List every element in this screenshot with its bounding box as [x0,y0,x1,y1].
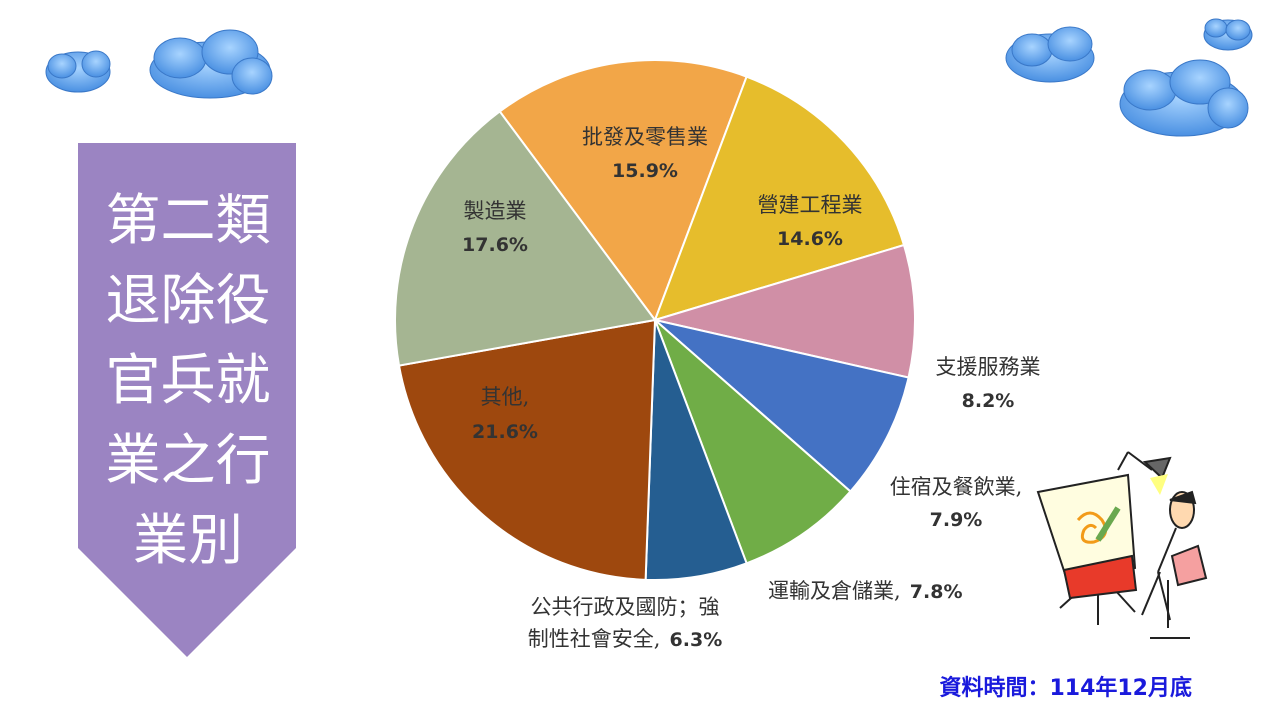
pie-slice [498,59,748,323]
slice-label-value: 6.3% [670,629,723,651]
slice-label: 運輸及倉儲業, 7.8% [768,579,962,603]
pie-slice [653,75,906,322]
slice-label: 制性社會安全, 6.3% [528,627,722,651]
title-line: 業之行 [105,428,271,492]
pie-slice [654,319,852,565]
pie-slices [394,59,916,581]
title-line: 官兵就 [105,348,271,412]
title-line: 退除役 [105,268,271,332]
slice-label-name: 運輸及倉儲業, [768,579,901,603]
title-line: 業別 [132,508,243,572]
pie-slice [394,110,657,367]
title-line: 第二類 [105,188,271,252]
slice-label-value: 14.6% [777,228,843,250]
slice-label-name: 公共行政及國防；強 [531,595,720,619]
slice-label-name: 支援服務業 [936,355,1041,379]
pie-slice [654,319,910,493]
slice-label-name: 其他, [481,385,530,409]
slice-label-name: 批發及零售業 [582,125,708,149]
slice-label-value: 17.6% [462,234,528,256]
slice-label-value: 7.9% [930,509,983,531]
pie-slice [397,318,657,581]
data-source-note: 資料時間：114年12月底 [939,676,1192,701]
slice-label-value: 21.6% [472,421,538,443]
slice-label-name: 製造業 [464,199,527,223]
slice-label-name: 營建工程業 [758,193,863,217]
slice-label-value: 8.2% [962,390,1015,412]
pie-slice [651,243,916,379]
slice-label-name: 制性社會安全, [528,627,661,651]
slice-label-name: 住宿及餐飲業, [890,475,1023,499]
page-title: 第二類 退除役 官兵就 業之行 業別 [80,180,296,580]
slice-label-value: 7.8% [910,581,963,603]
slice-label-value: 15.9% [612,160,678,182]
pie-labels: 批發及零售業 15.9% 營建工程業 14.6% 支援服務業 8.2% 住宿及餐… [462,125,1040,651]
